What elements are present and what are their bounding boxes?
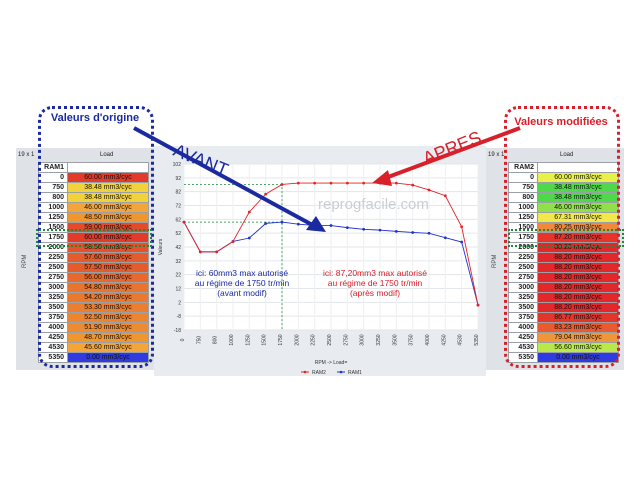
legend-marker-ram1 (339, 370, 343, 374)
original-values-callout (38, 106, 154, 368)
x-tick-label: 4250 (441, 334, 447, 345)
y-axis-label: Valeurs (158, 238, 164, 255)
data-point-ram2 (443, 194, 447, 198)
original-values-table: RAM1 0 60.00 mm3/cyc 750 38.48 mm3/cyc 800 38.… (38, 162, 149, 363)
y-tick-label: 22 (175, 273, 181, 279)
watermark: reprogfacile.com (318, 196, 429, 213)
x-tick-label: 3000 (360, 334, 366, 345)
left-1750-highlight (36, 229, 152, 247)
data-point-ram2 (362, 181, 366, 185)
data-point-ram2 (313, 181, 317, 185)
data-point-ram2 (247, 210, 251, 214)
y-tick-label: -18 (174, 328, 181, 334)
data-point-ram1 (378, 228, 382, 232)
table-row: 5350 0.00 mm3/cyc (508, 352, 619, 363)
data-point-ram2 (296, 181, 300, 185)
data-point-ram2 (182, 220, 186, 224)
x-tick-label: 2750 (343, 334, 349, 345)
legend-label-ram2: RAM2 (312, 370, 326, 376)
data-point-ram2 (345, 181, 349, 185)
data-point-ram1 (329, 224, 333, 227)
y-tick-label: 32 (175, 259, 181, 265)
x-axis-label: RPM -> Load= (315, 360, 348, 366)
data-point-ram2 (411, 183, 415, 187)
data-point-ram1 (443, 236, 447, 240)
data-point-ram1 (427, 231, 431, 235)
x-tick-label: 800 (213, 336, 219, 345)
data-point-ram1 (394, 229, 398, 233)
data-point-ram2 (460, 225, 464, 229)
right-col-label: Load (560, 152, 574, 158)
data-point-ram2 (215, 250, 219, 254)
before-annotation: ici: 60mm3 max autorisé au régime de 175… (194, 268, 290, 298)
y-tick-label: 52 (175, 231, 181, 237)
apres-arrow (379, 126, 521, 182)
avant-arrowhead (306, 216, 326, 232)
legend-label-ram1: RAM1 (348, 370, 362, 376)
x-tick-label: 2000 (294, 334, 300, 345)
data-point-ram1 (362, 227, 366, 231)
y-tick-label: 42 (175, 245, 181, 251)
y-tick-label: 2 (178, 300, 181, 306)
original-values-panel: 19 x 1 Load RPM RAM1 0 60.00 mm3/cyc 750 38.… (16, 148, 154, 370)
data-point-ram1 (247, 236, 251, 240)
right-window-label: 19 x 1 (488, 152, 505, 158)
data-point-ram1 (345, 226, 349, 230)
y-tick-label: -8 (177, 314, 182, 320)
data-point-ram1 (460, 240, 464, 244)
table-row: 3250 54.20 mm3/cyc (38, 292, 149, 303)
table-row: 1000 46.00 mm3/cyc (508, 202, 619, 213)
data-point-ram2 (231, 240, 235, 243)
modified-values-callout (504, 106, 620, 368)
y-tick-label: 82 (175, 190, 181, 196)
data-point-ram1 (280, 220, 284, 224)
legend-marker-ram2 (303, 370, 307, 374)
chart-svg: 102 92 82 72 62 52 42 32 22 12 2 -8 -18 0 750 800 1000 12… (158, 162, 480, 376)
data-point-ram2 (198, 250, 202, 254)
y-tick-label: 72 (175, 204, 181, 210)
x-tick-label: 3500 (392, 334, 398, 345)
x-tick-label: 3750 (409, 334, 415, 345)
x-tick-label: 750 (196, 336, 202, 345)
x-tick-label: 1750 (278, 334, 284, 345)
x-tick-label: 0 (180, 338, 186, 341)
data-point-ram1 (296, 222, 300, 226)
data-point-ram2 (329, 181, 333, 185)
table-row: 2000 58.50 mm3/cyc (38, 242, 149, 253)
y-tick-label: 62 (175, 217, 181, 223)
avant-arrow (133, 126, 319, 230)
x-tick-label: 4530 (458, 334, 464, 345)
y-tick-label: 12 (175, 287, 181, 293)
y-tick-label: 102 (173, 162, 182, 168)
x-tick-label: 5350 (474, 334, 480, 345)
data-point-ram2 (476, 303, 480, 307)
x-tick-label: 1500 (262, 334, 268, 345)
y-tick-label: 92 (175, 176, 181, 182)
data-point-ram1 (264, 222, 268, 225)
left-col-label: Load (100, 152, 114, 158)
x-tick-label: 1250 (245, 334, 251, 345)
original-values-title: Valeurs d'origine (50, 112, 140, 124)
left-window-label: 19 x 1 (18, 152, 35, 158)
x-tick-label: 2250 (311, 334, 317, 345)
right-1750-highlight (508, 229, 624, 247)
x-tick-label: 3250 (376, 334, 382, 345)
x-tick-label: 1000 (229, 334, 235, 345)
x-tick-label: 2500 (327, 334, 333, 345)
data-point-ram2 (264, 192, 268, 196)
data-point-ram1 (411, 231, 415, 234)
data-point-ram2 (394, 181, 398, 185)
x-tick-label: 4000 (425, 334, 431, 345)
data-point-ram2 (427, 188, 431, 192)
after-annotation: ici: 87,20mm3 max autorisé au régime de … (323, 268, 427, 298)
comparison-chart: 102 92 82 72 62 52 42 32 22 12 2 -8 -18 0 750 800 1000 12… (154, 146, 486, 376)
data-point-ram2 (280, 183, 284, 186)
modified-values-title: Valeurs modifiées (514, 116, 608, 128)
apres-arrowhead (372, 170, 392, 186)
